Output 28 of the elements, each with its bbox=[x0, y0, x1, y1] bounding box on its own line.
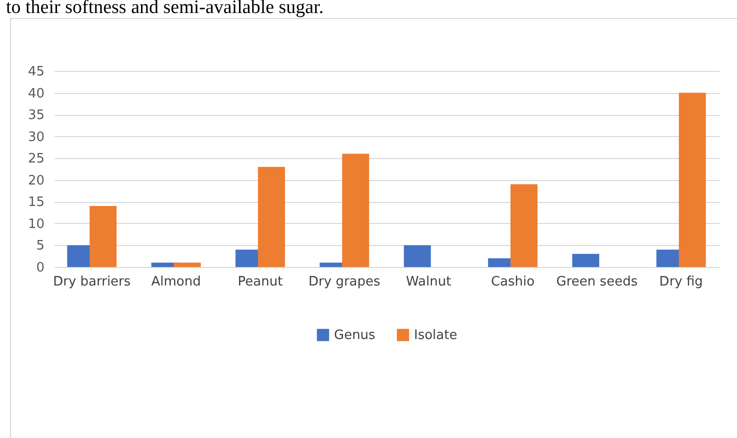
x-tick-label: Dry grapes bbox=[308, 274, 381, 290]
y-tick-label: 0 bbox=[36, 260, 44, 276]
y-tick-label: 5 bbox=[36, 238, 44, 254]
y-tick-label: 30 bbox=[28, 130, 44, 145]
y-tick-label: 25 bbox=[28, 152, 44, 167]
y-tick-label: 35 bbox=[28, 108, 44, 124]
bar bbox=[572, 254, 600, 267]
y-tick-label: 45 bbox=[28, 64, 44, 80]
bar bbox=[342, 154, 370, 267]
x-tick-label: Dry fig bbox=[659, 274, 703, 290]
x-tick-label: Walnut bbox=[406, 274, 452, 290]
legend-label: Genus bbox=[334, 328, 376, 343]
x-tick-label: Cashio bbox=[490, 274, 535, 290]
y-tick-label: 15 bbox=[28, 195, 44, 210]
y-tick-label: 20 bbox=[28, 173, 44, 188]
bar bbox=[174, 262, 201, 267]
y-tick-label: 10 bbox=[28, 216, 44, 232]
x-tick-label: Almond bbox=[151, 274, 201, 290]
bar bbox=[510, 184, 538, 267]
y-tick-label: 40 bbox=[28, 86, 44, 102]
bar bbox=[404, 245, 431, 267]
bar bbox=[90, 206, 117, 267]
x-tick-label: Peanut bbox=[238, 274, 283, 290]
x-tick-label: Dry barriers bbox=[53, 274, 131, 290]
bar bbox=[258, 166, 285, 267]
x-tick-label: Green seeds bbox=[556, 274, 638, 290]
bar bbox=[678, 92, 706, 267]
legend-label: Isolate bbox=[414, 328, 458, 343]
